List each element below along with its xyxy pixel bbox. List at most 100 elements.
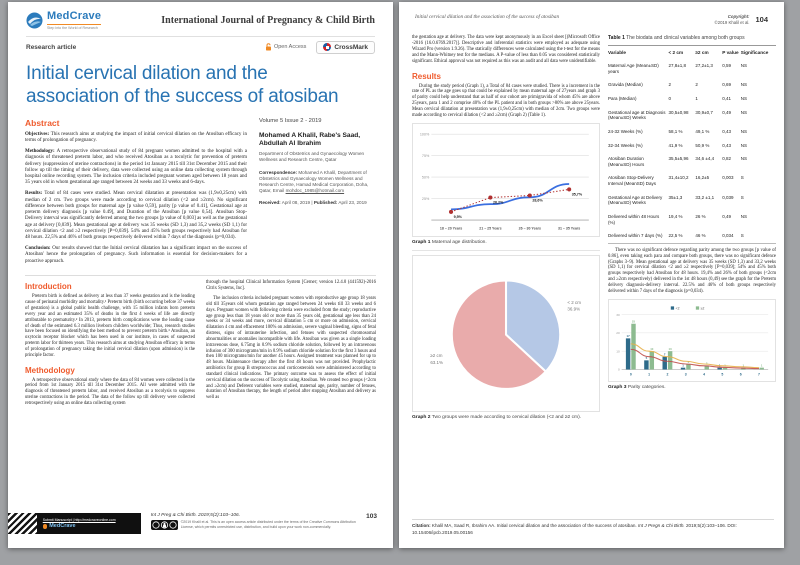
abstract-conclusion: Conclusion: Our results showed that the …	[25, 246, 247, 265]
methodology-heading: Methodology	[25, 365, 75, 375]
table-cell: Para (Median)	[608, 96, 637, 102]
table-cell: Delivered within 7 days (%)	[608, 229, 669, 244]
table1-caption-text: The biodata and clinical variables among…	[626, 35, 745, 42]
results-paragraph-2: There was no significant defence regardi…	[608, 247, 776, 294]
introduction-paragraph: Preterm birth is defined as delivery at …	[25, 294, 195, 358]
svg-text:≥2: ≥2	[701, 306, 705, 310]
citation-doi: 2019;5(2):103‒106. DOI: 10.15406/ipcb.20…	[412, 523, 737, 535]
article-type-label: Research article	[26, 43, 77, 51]
table-cell: NS	[740, 96, 747, 102]
svg-text:1: 1	[761, 363, 763, 367]
table-cell: 26 %	[695, 213, 706, 219]
published-date: April 23, 2019	[338, 200, 367, 206]
creative-commons-icon	[150, 520, 178, 530]
table-cell: 41,9 %	[668, 142, 683, 148]
page-1: MedCrave Step into the World of Research…	[8, 2, 393, 548]
svg-text:20: 20	[616, 331, 620, 335]
received-label: Received:	[259, 200, 281, 206]
open-access-badge: Open Access	[265, 43, 306, 51]
medcrave-logo: MedCrave Step into the World of Research	[26, 11, 102, 30]
table-cell: NS	[740, 63, 747, 69]
correspondence-text: Mohamed A Khalil, Department of Obstetri…	[259, 169, 369, 194]
received-published: Received: April 08, 2019 | Published: Ap…	[259, 200, 376, 206]
table-cell: NS	[740, 156, 747, 162]
graph3-caption-text: Parity categories.	[627, 384, 666, 390]
graph2-caption: Graph 2 Two groups were made according t…	[412, 415, 600, 421]
svg-text:25: 25	[632, 319, 636, 323]
copyright-text: ©2019 Khalil et al.	[714, 19, 750, 25]
table-cell: S	[740, 229, 776, 244]
table1-caption: Table 1 The biodata and clinical variabl…	[608, 35, 776, 41]
table-cell: Gravida (Median)	[608, 82, 643, 88]
svg-text:21 – 25 Years: 21 – 25 Years	[479, 226, 501, 230]
page2-header: Initial cervical dilation and the associ…	[399, 2, 784, 27]
svg-text:26,2%: 26,2%	[493, 200, 504, 204]
svg-text:2: 2	[666, 373, 668, 377]
correspondence-label: Correspondence:	[259, 169, 298, 175]
copyright-block: Copyright: ©2019 Khalil et al.	[715, 14, 750, 25]
table-cell: 27,2±1,3	[695, 63, 713, 69]
crossmark-icon	[323, 43, 332, 51]
page1-footer: Submit Manuscript | http://medcraveonlin…	[8, 513, 377, 534]
table-cell: S	[740, 175, 744, 181]
introduction-heading: Introduction	[25, 282, 72, 292]
table-cell: 22,5 %	[668, 229, 696, 244]
svg-text:0: 0	[618, 368, 620, 372]
graph1-caption-label: Graph 1	[412, 240, 431, 246]
graph3-caption: Graph 3 Parity categories.	[608, 385, 776, 391]
table-row: Gestational age at Diagnosis (Mean±SD) W…	[608, 106, 776, 125]
methodology-paragraph-2: through the hospital Clinical Informatio…	[206, 280, 376, 292]
date-separator: |	[310, 200, 314, 206]
svg-text:50%: 50%	[422, 175, 430, 179]
journal-header: MedCrave Step into the World of Research…	[8, 2, 393, 34]
page-number: 104	[755, 15, 768, 25]
table-cell: 19,4 %	[668, 213, 683, 219]
table-header-cell: Variable	[608, 45, 669, 60]
abstract-heading: Abstract	[25, 117, 60, 128]
table-cell: 32-34 Weeks (%)	[608, 142, 643, 148]
table-row: Delivered within 48 Hours (%) 19,4 % 26 % 0…	[608, 210, 776, 229]
table-cell: 35,5±5,96	[668, 156, 689, 162]
graph1-caption: Graph 1 Maternal age distribution.	[412, 240, 600, 246]
svg-text:36.9%: 36.9%	[567, 306, 580, 311]
table-cell: 0,41	[722, 96, 731, 102]
table-header-cell: P value	[722, 45, 741, 60]
svg-text:10: 10	[669, 347, 673, 351]
medcrave-dot-icon	[42, 524, 48, 529]
published-label: Published:	[313, 200, 338, 206]
table-row: Atosiban Duration (Mean±SD) Hours 35,5±5,…	[608, 152, 776, 171]
graph1-caption-text: Maternal age distribution.	[431, 240, 487, 246]
table-cell: 30,9±0,7	[695, 109, 713, 115]
graph2-caption-label: Graph 2	[412, 414, 431, 420]
table-cell: NS	[740, 128, 747, 134]
table-header-cell: < 2 cm	[668, 45, 696, 60]
section-divider	[25, 275, 376, 277]
table1-caption-label: Table 1	[608, 35, 625, 42]
open-access-label: Open Access	[273, 44, 307, 50]
table-cell: 0	[668, 96, 671, 102]
svg-text:< 2 cm: < 2 cm	[567, 300, 581, 305]
table-cell: NS	[740, 109, 747, 115]
citation-footer: Citation: Khalil MA, Saad R, Ibrahim AA.…	[412, 519, 774, 536]
crossmark-badge[interactable]: CrossMark	[316, 40, 375, 54]
svg-text:5: 5	[646, 356, 648, 360]
table-row: Para (Median) 0 1 0,41 NS	[608, 92, 776, 106]
graph1-container: 25% 50% 75% 100% 18 – 20 Years 21 – 25 Years 2…	[412, 122, 600, 238]
table-cell: 24-32 Weeks (%)	[608, 128, 643, 134]
footer-brand-name: MedCrave	[49, 523, 76, 530]
submit-manuscript-link[interactable]: Submit Manuscript | http://medcraveonlin…	[42, 517, 116, 522]
graph3-caption-label: Graph 3	[608, 384, 627, 390]
svg-text:63.1%: 63.1%	[430, 359, 443, 364]
svg-text:≥2 cm: ≥2 cm	[430, 353, 442, 358]
table-cell: 27,8±1,8	[668, 63, 686, 69]
svg-text:6: 6	[740, 373, 742, 377]
submit-manuscript-box[interactable]: Submit Manuscript | http://medcraveonlin…	[36, 513, 141, 534]
statistics-paragraph: the gestation age at delivery. The data …	[412, 35, 600, 64]
graph2-caption-text: Two groups were made according to cervic…	[431, 414, 582, 420]
correspondence-email[interactable]: mohdoc_1985@hotmail.com	[285, 188, 345, 194]
volume-issue: Volume 5 Issue 2 - 2019	[259, 117, 322, 124]
table-row: 32-34 Weeks (%) 41,9 % 50,9 % 0,43 NS	[608, 139, 776, 153]
svg-text:0: 0	[630, 373, 632, 377]
svg-text:1: 1	[743, 363, 745, 367]
svg-text:5: 5	[721, 373, 723, 377]
